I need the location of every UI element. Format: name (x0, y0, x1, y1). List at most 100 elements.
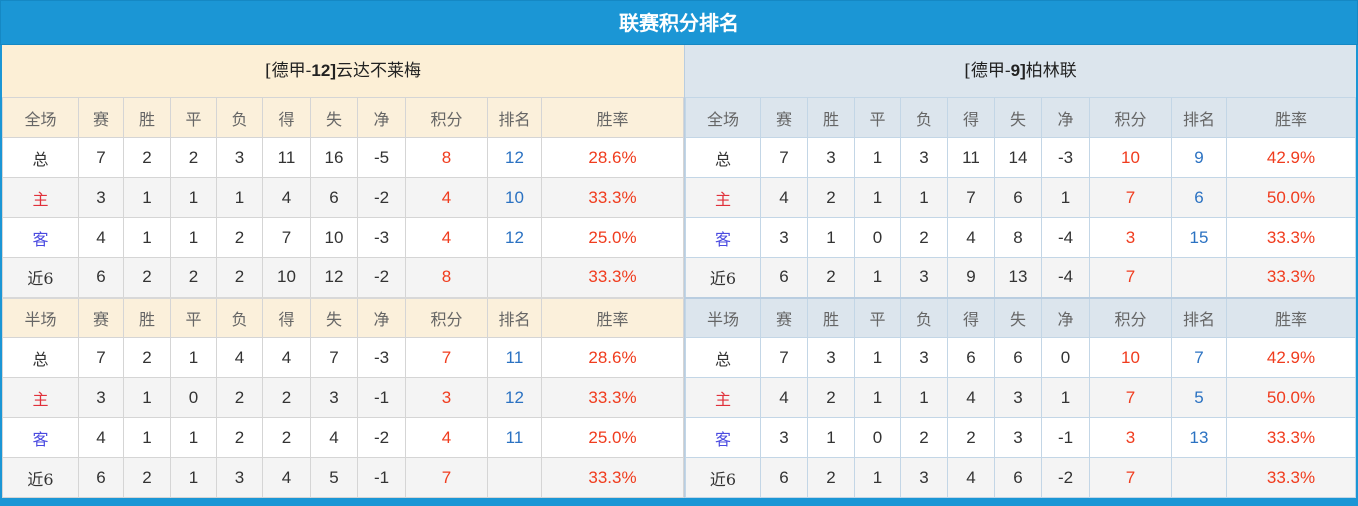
goal-diff-cell: -3 (357, 217, 406, 258)
goals-against-cell: 13 (994, 257, 1042, 298)
column-header-row-label: 全场 (685, 97, 761, 138)
away-team-panel: [德甲-9]柏林联 全场赛胜平负得失净积分 排名 胜率总 7 3 1 3 11 14 -3 10 9 4… (684, 45, 1358, 498)
win-rate-cell: 33.3% (541, 257, 684, 298)
played-cell: 7 (760, 337, 808, 378)
column-header-goals-against: 失 (310, 296, 358, 338)
half-header-row: 半场赛胜平负得失净积分 排名 胜率 (2, 296, 684, 338)
full-header-row: 全场赛胜平负得失净积分 排名 胜率 (685, 97, 1356, 138)
team-name[interactable]: 云达不莱梅 (335, 61, 421, 81)
column-header-played: 赛 (760, 296, 808, 338)
played-cell: 4 (760, 377, 808, 418)
goal-diff-cell: -1 (357, 457, 406, 498)
rank-cell: 11 (487, 337, 542, 378)
rank-cell: 6 (1171, 177, 1227, 218)
draws-cell: 2 (170, 257, 217, 298)
column-header-row-label: 全场 (2, 97, 79, 138)
column-header-points: 积分 (1089, 97, 1172, 138)
losses-cell: 2 (216, 417, 263, 458)
column-header-draws: 平 (854, 296, 901, 338)
column-header-rank: 排名 (487, 296, 542, 338)
points-cell: 3 (1089, 217, 1172, 258)
played-cell: 6 (78, 457, 124, 498)
row-label-cell: 总 (2, 137, 79, 178)
goals-for-cell: 7 (262, 217, 311, 258)
row-label-cell: 总 (685, 137, 761, 178)
wins-cell: 2 (123, 257, 171, 298)
full-header-row: 全场赛胜平负得失净积分 排名 胜率 (2, 97, 684, 138)
column-header-wins: 胜 (123, 97, 171, 138)
goals-against-cell: 3 (994, 417, 1042, 458)
table-row: 客 3 1 0 2 4 8 -4 3 15 33.3% (685, 217, 1356, 258)
column-header-goals-for: 得 (947, 296, 995, 338)
draws-cell: 1 (170, 457, 217, 498)
goals-against-cell: 5 (310, 457, 358, 498)
rank-cell (487, 457, 542, 498)
goals-against-cell: 12 (310, 257, 358, 298)
column-header-rank: 排名 (1171, 97, 1227, 138)
win-rate-cell: 33.3% (1226, 217, 1356, 258)
losses-cell: 2 (900, 417, 948, 458)
goals-against-cell: 3 (994, 377, 1042, 418)
goal-diff-cell: -1 (357, 377, 406, 418)
rank-cell: 10 (487, 177, 542, 218)
goal-diff-cell: -1 (1041, 417, 1090, 458)
win-rate-cell: 42.9% (1226, 337, 1356, 378)
points-cell: 3 (1089, 417, 1172, 458)
league-prefix: [德甲- (964, 61, 1011, 81)
goals-against-cell: 3 (310, 377, 358, 418)
column-header-wins: 胜 (807, 97, 855, 138)
points-cell: 7 (1089, 177, 1172, 218)
points-cell: 10 (1089, 337, 1172, 378)
draws-cell: 1 (854, 257, 901, 298)
draws-cell: 0 (854, 217, 901, 258)
row-label-cell: 主 (2, 377, 79, 418)
column-header-goals-against: 失 (310, 97, 358, 138)
table-row: 客 4 1 1 2 2 4 -2 4 11 25.0% (2, 417, 684, 458)
played-cell: 4 (78, 417, 124, 458)
points-cell: 4 (405, 417, 488, 458)
draws-cell: 1 (854, 377, 901, 418)
played-cell: 3 (760, 217, 808, 258)
goal-diff-cell: -2 (357, 417, 406, 458)
column-header-goal-diff: 净 (357, 97, 406, 138)
goal-diff-cell: -5 (357, 137, 406, 178)
column-header-played: 赛 (760, 97, 808, 138)
wins-cell: 2 (123, 337, 171, 378)
column-header-losses: 负 (216, 296, 263, 338)
win-rate-cell: 33.3% (1226, 457, 1356, 498)
wins-cell: 2 (123, 457, 171, 498)
points-cell: 4 (405, 177, 488, 218)
rank-cell: 12 (487, 137, 542, 178)
played-cell: 6 (78, 257, 124, 298)
rank-cell: 11 (487, 417, 542, 458)
column-header-goal-diff: 净 (1041, 97, 1090, 138)
wins-cell: 3 (807, 137, 855, 178)
column-header-goal-diff: 净 (1041, 296, 1090, 338)
win-rate-cell: 28.6% (541, 137, 684, 178)
home-team-panel: [德甲-12]云达不莱梅 全场赛胜平负得失净积分 排名 胜率总 7 2 2 3 11 16 -5 8… (0, 45, 684, 498)
win-rate-cell: 25.0% (541, 217, 684, 258)
draws-cell: 1 (854, 337, 901, 378)
team-name[interactable]: 柏林联 (1025, 61, 1077, 81)
half-header-row: 半场赛胜平负得失净积分 排名 胜率 (685, 296, 1356, 338)
footer-bar (0, 498, 1358, 506)
draws-cell: 0 (854, 417, 901, 458)
losses-cell: 3 (900, 257, 948, 298)
column-header-played: 赛 (78, 296, 124, 338)
row-label-cell: 近6 (685, 457, 761, 498)
losses-cell: 3 (900, 137, 948, 178)
rank-cell: 13 (1171, 417, 1227, 458)
wins-cell: 1 (123, 417, 171, 458)
losses-cell: 2 (216, 257, 263, 298)
goal-diff-cell: 1 (1041, 177, 1090, 218)
losses-cell: 4 (216, 337, 263, 378)
column-header-goals-for: 得 (262, 97, 311, 138)
standings-table: 全场赛胜平负得失净积分 排名 胜率总 7 2 2 3 11 16 -5 8 12 28.6% 主 3 1 1 1 4… (2, 97, 684, 498)
points-cell: 3 (405, 377, 488, 418)
table-row: 近6 6 2 1 3 4 6 -2 7 33.3% (685, 457, 1356, 498)
goals-for-cell: 11 (947, 137, 995, 178)
wins-cell: 2 (123, 137, 171, 178)
goals-for-cell: 2 (947, 417, 995, 458)
goals-for-cell: 10 (262, 257, 311, 298)
rank-cell (1171, 257, 1227, 298)
